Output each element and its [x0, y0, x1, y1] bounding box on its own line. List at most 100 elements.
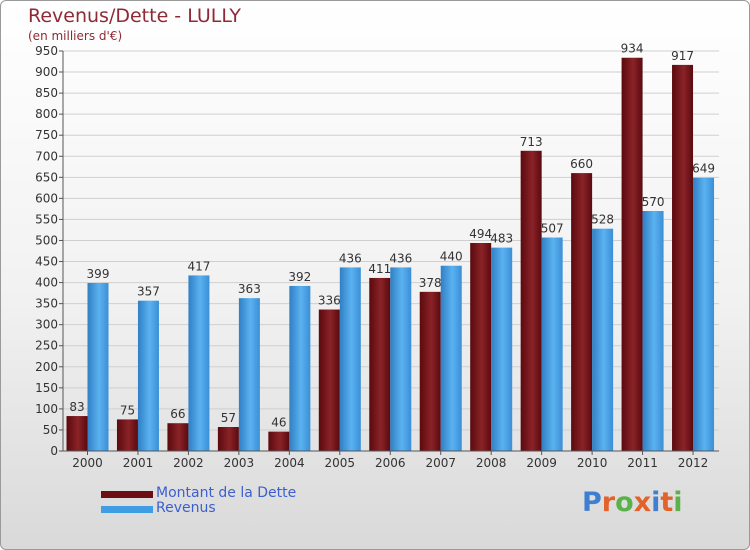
data-label-debt: 378 [419, 276, 442, 290]
data-label-debt: 336 [318, 294, 341, 308]
legend-label-revenus: Revenus [156, 500, 216, 516]
logo-letter: i [651, 487, 661, 518]
data-label-revenus: 649 [692, 162, 715, 176]
x-tick-label: 2002 [173, 456, 204, 470]
y-tick-label: 550 [35, 212, 58, 226]
bar-revenus [592, 228, 614, 451]
x-tick-label: 2005 [325, 456, 356, 470]
bar-revenus [390, 267, 412, 451]
x-tick-label: 2008 [476, 456, 507, 470]
y-tick-label: 150 [35, 381, 58, 395]
data-label-debt: 66 [170, 407, 185, 421]
x-tick-label: 2000 [72, 456, 103, 470]
bar-revenus [693, 177, 715, 451]
bar-revenus [289, 285, 311, 451]
data-label-revenus: 417 [187, 259, 210, 273]
y-tick-label: 700 [35, 149, 58, 163]
bar-debt [318, 309, 340, 451]
y-tick-label: 350 [35, 297, 58, 311]
legend-swatch-revenus [101, 506, 153, 513]
y-tick-label: 300 [35, 318, 58, 332]
data-label-debt: 934 [621, 42, 644, 56]
y-tick-label: 650 [35, 170, 58, 184]
chart-title: Revenus/Dette - LULLY [28, 5, 241, 27]
data-label-debt: 46 [271, 416, 286, 430]
y-tick-label: 50 [43, 423, 58, 437]
data-label-revenus: 440 [440, 250, 463, 264]
bar-debt [167, 423, 189, 451]
bar-debt [217, 427, 239, 451]
y-tick-label: 850 [35, 86, 58, 100]
bar-debt [369, 277, 391, 451]
y-tick-label: 0 [50, 444, 58, 458]
data-label-revenus: 528 [591, 213, 614, 227]
bar-revenus [137, 300, 159, 451]
x-tick-label: 2011 [627, 456, 658, 470]
data-label-revenus: 363 [238, 282, 261, 296]
y-tick-label: 600 [35, 191, 58, 205]
y-tick-label: 900 [35, 65, 58, 79]
x-tick-label: 2009 [526, 456, 557, 470]
chart-subtitle: (en milliers d'€) [28, 29, 123, 43]
bar-debt [116, 419, 138, 451]
legend-swatch-debt [101, 491, 153, 498]
data-label-revenus: 357 [137, 285, 160, 299]
y-tick-label: 450 [35, 255, 58, 269]
logo-letter: o [615, 487, 634, 518]
legend-label-debt: Montant de la Dette [156, 485, 297, 501]
x-tick-label: 2003 [224, 456, 255, 470]
data-label-debt: 75 [120, 403, 135, 417]
x-tick-label: 2001 [123, 456, 154, 470]
bar-debt [571, 173, 593, 451]
data-label-revenus: 436 [339, 251, 362, 265]
x-tick-label: 2010 [577, 456, 608, 470]
x-tick-label: 2004 [274, 456, 305, 470]
bar-revenus [440, 265, 462, 451]
bar-debt [672, 64, 694, 451]
data-label-revenus: 507 [541, 222, 564, 236]
data-label-revenus: 483 [490, 232, 513, 246]
y-tick-label: 400 [35, 276, 58, 290]
bar-debt [419, 291, 441, 451]
logo-letter: r [601, 487, 616, 518]
proxiti-logo: Proxiti [582, 487, 683, 518]
bar-debt [66, 416, 88, 451]
y-tick-label: 750 [35, 128, 58, 142]
x-tick-label: 2007 [425, 456, 456, 470]
data-label-debt: 83 [69, 400, 84, 414]
logo-letter: P [582, 487, 602, 518]
y-tick-label: 250 [35, 339, 58, 353]
bar-debt [268, 431, 290, 451]
logo-letter: i [673, 487, 683, 518]
x-tick-label: 2012 [678, 456, 709, 470]
bar-revenus [541, 237, 563, 451]
data-label-debt: 660 [570, 157, 593, 171]
bar-debt [621, 57, 643, 451]
data-label-debt: 57 [221, 411, 236, 425]
data-label-revenus: 570 [642, 195, 665, 209]
data-label-debt: 917 [671, 49, 694, 63]
bar-revenus [642, 211, 664, 451]
y-tick-label: 800 [35, 107, 58, 121]
logo-letter: t [660, 487, 674, 518]
bar-revenus [238, 298, 260, 451]
data-label-debt: 494 [469, 227, 492, 241]
y-tick-label: 200 [35, 360, 58, 374]
y-tick-label: 500 [35, 233, 58, 247]
bar-debt [520, 150, 542, 451]
data-label-revenus: 392 [288, 270, 311, 284]
x-tick-label: 2006 [375, 456, 406, 470]
data-label-debt: 411 [368, 262, 391, 276]
y-tick-label: 100 [35, 402, 58, 416]
data-label-revenus: 436 [389, 251, 412, 265]
bar-revenus [339, 267, 361, 451]
bar-revenus [87, 283, 109, 451]
data-label-revenus: 399 [87, 267, 110, 281]
y-tick-label: 950 [35, 44, 58, 58]
bar-revenus [491, 247, 513, 451]
data-label-debt: 713 [520, 135, 543, 149]
logo-letter: x [633, 487, 652, 518]
bar-debt [470, 243, 492, 451]
